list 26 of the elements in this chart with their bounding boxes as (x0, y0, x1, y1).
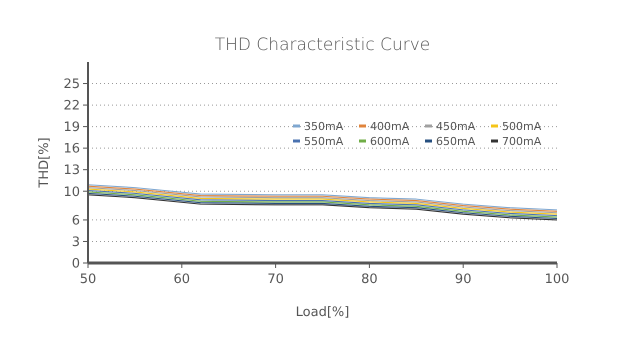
y-axis-title: THD[%] (37, 137, 52, 189)
y-tick-label: 6 (72, 213, 80, 228)
legend-label: 600mA (370, 134, 410, 148)
x-tick-label: 80 (361, 272, 378, 287)
x-tick-label: 50 (80, 272, 96, 287)
x-tick-label: 90 (454, 272, 472, 287)
legend-label: 550mA (304, 134, 344, 148)
y-tick-label: 22 (63, 98, 80, 114)
legend-label: 400mA (370, 120, 410, 133)
y-tick-label: 25 (63, 77, 80, 92)
y-tick-label: 16 (63, 142, 80, 157)
x-tick-label: 70 (267, 272, 284, 287)
chart-title: THD Characteristic Curve (214, 35, 430, 55)
x-axis-title: Load[%] (296, 305, 350, 320)
y-tick-label: 10 (63, 184, 80, 200)
y-tick-label: 0 (72, 256, 80, 272)
y-tick-label: 3 (72, 235, 80, 250)
y-tick-label: 19 (63, 120, 80, 136)
legend-label: 700mA (502, 134, 542, 148)
legend-label: 350mA (304, 120, 344, 133)
y-tick-label: 13 (63, 163, 80, 178)
legend-label: 450mA (436, 120, 476, 133)
x-tick-label: 60 (174, 272, 190, 287)
x-tick-label: 100 (544, 272, 570, 287)
legend-label: 500mA (502, 120, 542, 133)
legend-label: 650mA (436, 134, 476, 148)
